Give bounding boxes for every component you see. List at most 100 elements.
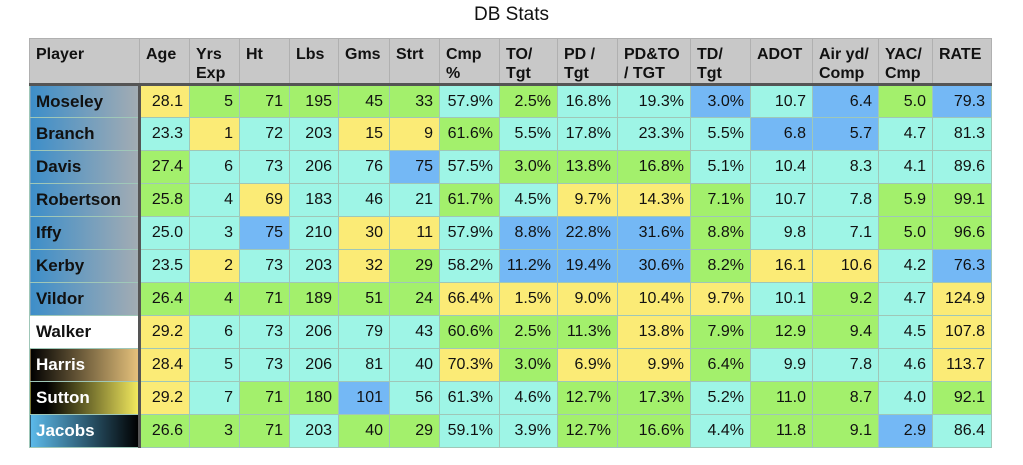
stat-cell: 10.7 [750, 84, 813, 118]
stat-cell: 4 [189, 282, 240, 316]
player-name-cell: Robertson [29, 183, 141, 217]
stat-cell: 57.9% [439, 84, 500, 118]
table-row: Harris 28.4 5 73 206 81 40 70.3% 3.0% 6.9% 9.9% 6.4… [29, 348, 992, 382]
stat-cell: 203 [289, 249, 339, 283]
stat-cell: 4.6% [499, 381, 558, 415]
stat-cell: 4.1 [878, 150, 933, 184]
stat-cell: 23.5 [139, 249, 190, 283]
stat-cell: 45 [338, 84, 390, 118]
table-row: Walker 29.2 6 73 206 79 43 60.6% 2.5% 11.3% 13.8% 7… [29, 315, 992, 349]
stat-cell: 40 [338, 414, 390, 448]
stat-cell: 9.0% [557, 282, 618, 316]
column-header: PD&TO / TGT [617, 38, 691, 85]
stat-cell: 4 [189, 183, 240, 217]
stat-cell: 12.9 [750, 315, 813, 349]
stat-cell: 73 [239, 348, 290, 382]
stat-cell: 3 [189, 216, 240, 250]
stat-cell: 206 [289, 150, 339, 184]
db-stats-table: Player Age Yrs Exp Ht Lbs Gms Strt Cmp % TO/ Tgt… [29, 38, 992, 448]
stat-cell: 11.8 [750, 414, 813, 448]
stat-cell: 5.1% [690, 150, 751, 184]
stat-cell: 19.4% [557, 249, 618, 283]
stat-cell: 6.8 [750, 117, 813, 151]
stat-cell: 61.6% [439, 117, 500, 151]
stat-cell: 14.3% [617, 183, 691, 217]
stat-cell: 66.4% [439, 282, 500, 316]
stat-cell: 2.9 [878, 414, 933, 448]
column-header: Lbs [289, 38, 339, 85]
table-row: Vildor 26.4 4 71 189 51 24 66.4% 1.5% 9.0% 10.4% 9.… [29, 282, 992, 316]
stat-cell: 180 [289, 381, 339, 415]
stat-cell: 17.3% [617, 381, 691, 415]
stat-cell: 3 [189, 414, 240, 448]
stat-cell: 12.7% [557, 414, 618, 448]
stat-cell: 5.5% [690, 117, 751, 151]
stat-cell: 23.3 [139, 117, 190, 151]
stat-cell: 27.4 [139, 150, 190, 184]
stat-cell: 11.0 [750, 381, 813, 415]
player-name-cell: Jacobs [29, 414, 141, 448]
stat-cell: 30.6% [617, 249, 691, 283]
stat-cell: 10.6 [812, 249, 879, 283]
stat-cell: 57.5% [439, 150, 500, 184]
stat-cell: 11.3% [557, 315, 618, 349]
stat-cell: 4.7 [878, 282, 933, 316]
stat-cell: 28.4 [139, 348, 190, 382]
stat-cell: 1 [189, 117, 240, 151]
stat-cell: 29 [389, 249, 440, 283]
stat-cell: 7.1% [690, 183, 751, 217]
stat-cell: 61.7% [439, 183, 500, 217]
table-row: Moseley 28.1 5 71 195 45 33 57.9% 2.5% 16.8% 19.3%… [29, 84, 992, 118]
table-row: Iffy 25.0 3 75 210 30 11 57.9% 8.8% 22.8% 31.6% 8.8… [29, 216, 992, 250]
stat-cell: 58.2% [439, 249, 500, 283]
stat-cell: 9.7% [557, 183, 618, 217]
stat-cell: 7.9% [690, 315, 751, 349]
stat-cell: 23.3% [617, 117, 691, 151]
player-name-cell: Branch [29, 117, 141, 151]
stat-cell: 79.3 [932, 84, 992, 118]
stat-cell: 73 [239, 315, 290, 349]
stat-cell: 9.2 [812, 282, 879, 316]
stat-cell: 15 [338, 117, 390, 151]
column-header: Air yd/ Comp [812, 38, 879, 85]
stat-cell: 9.9 [750, 348, 813, 382]
stat-cell: 8.7 [812, 381, 879, 415]
stat-cell: 26.6 [139, 414, 190, 448]
stat-cell: 5 [189, 348, 240, 382]
stat-cell: 86.4 [932, 414, 992, 448]
stat-cell: 206 [289, 348, 339, 382]
stat-cell: 7.8 [812, 183, 879, 217]
table-row: Jacobs 26.6 3 71 203 40 29 59.1% 3.9% 12.7% 16.6% 4… [29, 414, 992, 448]
stat-cell: 71 [239, 282, 290, 316]
stat-cell: 5.9 [878, 183, 933, 217]
stat-cell: 33 [389, 84, 440, 118]
stat-cell: 24 [389, 282, 440, 316]
stat-cell: 11.2% [499, 249, 558, 283]
player-name-cell: Harris [29, 348, 141, 382]
column-header: TD/ Tgt [690, 38, 751, 85]
stat-cell: 16.1 [750, 249, 813, 283]
stat-cell: 89.6 [932, 150, 992, 184]
stat-cell: 3.0% [499, 150, 558, 184]
stat-cell: 203 [289, 117, 339, 151]
stat-cell: 72 [239, 117, 290, 151]
stat-cell: 183 [289, 183, 339, 217]
player-name-cell: Walker [29, 315, 141, 349]
stat-cell: 6.9% [557, 348, 618, 382]
stat-cell: 29.2 [139, 381, 190, 415]
stat-cell: 4.5% [499, 183, 558, 217]
column-header: TO/ Tgt [499, 38, 558, 85]
stat-cell: 13.8% [617, 315, 691, 349]
stat-cell: 107.8 [932, 315, 992, 349]
stat-cell: 22.8% [557, 216, 618, 250]
stat-cell: 5.0 [878, 216, 933, 250]
stat-cell: 195 [289, 84, 339, 118]
stat-cell: 2.5% [499, 84, 558, 118]
player-name-cell: Kerby [29, 249, 141, 283]
stat-cell: 73 [239, 150, 290, 184]
stat-cell: 73 [239, 249, 290, 283]
stat-cell: 4.2 [878, 249, 933, 283]
stat-cell: 10.4% [617, 282, 691, 316]
stat-cell: 19.3% [617, 84, 691, 118]
stat-cell: 8.3 [812, 150, 879, 184]
